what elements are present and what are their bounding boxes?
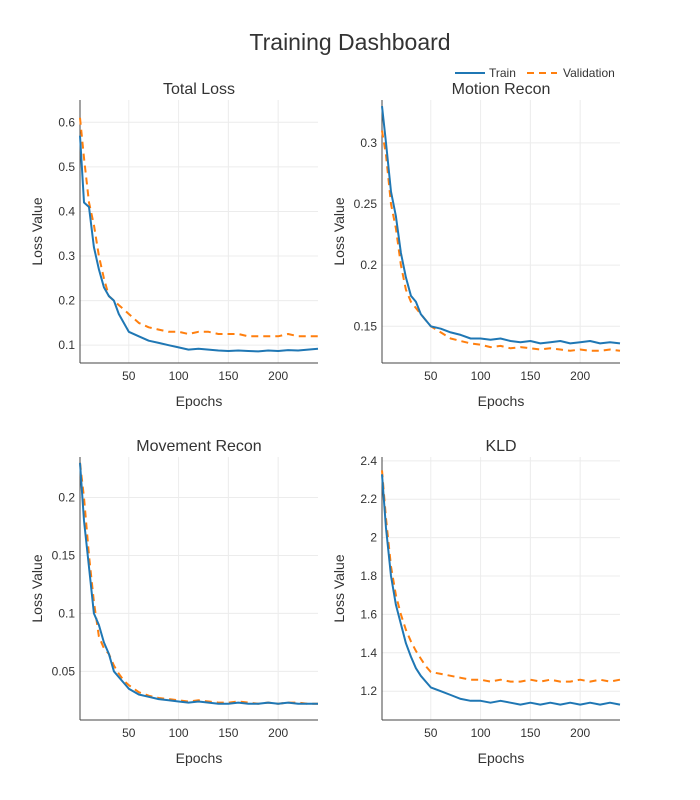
legend-label-train: Train [489,66,516,80]
y-tick-label: 0.2 [58,294,75,308]
y-tick-label: 0.2 [360,258,377,272]
y-tick-label: 1.6 [360,607,377,621]
subplot-title: Movement Recon [136,438,261,455]
subplot-title: Motion Recon [452,81,551,98]
x-tick-label: 200 [268,726,288,740]
x-tick-label: 50 [122,726,136,740]
series-line-train [79,462,318,705]
y-axis-label: Loss Value [29,197,45,265]
series-line-validation [381,470,621,683]
y-tick-label: 0.05 [52,664,76,678]
y-tick-label: 0.3 [360,136,377,150]
subplot-movement-recon: 50 100 150 200 0.05 0.1 0.15 0.2 Movement Recon E… [29,438,318,766]
y-axis-label: Loss Value [29,554,45,622]
x-tick-label: 50 [122,369,136,383]
y-tick-label: 1.2 [360,684,377,698]
y-tick-label: 0.2 [58,491,75,505]
subplot-total-loss: 50 100 150 200 0.1 0.2 0.3 0.4 0.5 0.6 Total Loss E… [29,81,319,409]
dashboard-title: Training Dashboard [249,29,450,55]
y-tick-label: 0.3 [58,249,75,263]
y-axis-label: Loss Value [331,554,347,622]
series-line-validation [381,130,621,352]
x-tick-label: 100 [471,369,491,383]
y-tick-label: 1.8 [360,569,377,583]
x-tick-label: 50 [424,726,438,740]
y-tick-label: 1.4 [360,646,377,660]
series-line-validation [79,462,318,705]
y-tick-label: 0.4 [58,204,75,218]
y-tick-label: 2 [370,531,377,545]
legend-item-validation[interactable]: Validation [527,66,615,80]
series-line-train [79,135,319,353]
series-line-train [381,105,621,345]
subplot-title: Total Loss [163,81,235,98]
series-line-validation [79,117,318,338]
y-tick-label: 0.1 [58,338,75,352]
y-tick-label: 0.25 [354,197,378,211]
y-tick-label: 0.5 [58,160,75,174]
x-tick-label: 150 [218,726,238,740]
x-tick-label: 100 [169,726,189,740]
y-tick-label: 0.6 [58,115,75,129]
y-tick-label: 2.4 [360,454,377,468]
x-axis-label: Epochs [176,750,223,766]
y-axis-label: Loss Value [331,197,347,265]
legend-label-validation: Validation [563,66,615,80]
y-tick-label: 2.2 [360,492,377,506]
x-axis-label: Epochs [478,750,525,766]
x-tick-label: 200 [570,726,590,740]
y-tick-label: 0.15 [354,319,378,333]
y-tick-label: 0.15 [52,548,76,562]
subplot-kld: 50 100 150 200 1.2 1.4 1.6 1.8 2 2.2 2.4 KLD Epochs L… [331,438,621,766]
legend[interactable]: Train Validation [455,66,615,80]
x-tick-label: 150 [520,726,540,740]
x-tick-label: 200 [570,369,590,383]
subplot-title: KLD [485,438,516,455]
x-axis-label: Epochs [478,393,525,409]
x-tick-label: 100 [169,369,189,383]
x-tick-label: 150 [218,369,238,383]
subplot-grid: 50 100 150 200 0.1 0.2 0.3 0.4 0.5 0.6 Total Loss E… [29,81,621,766]
x-tick-label: 150 [520,369,540,383]
x-axis-label: Epochs [176,393,223,409]
y-tick-label: 0.1 [58,606,75,620]
x-tick-label: 50 [424,369,438,383]
subplot-motion-recon: 50 100 150 200 0.15 0.2 0.25 0.3 Motion Recon Epo… [331,81,621,409]
x-tick-label: 200 [268,369,288,383]
legend-item-train[interactable]: Train [455,66,516,80]
series-line-train [381,474,621,706]
x-tick-label: 100 [471,726,491,740]
